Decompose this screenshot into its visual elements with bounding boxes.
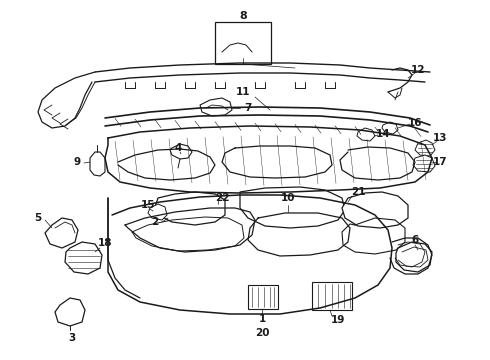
Polygon shape	[415, 140, 435, 156]
Text: 22: 22	[215, 193, 229, 203]
Text: 8: 8	[239, 11, 247, 21]
Text: 7: 7	[245, 103, 252, 113]
Text: 11: 11	[236, 87, 250, 97]
Text: 10: 10	[281, 193, 295, 203]
Polygon shape	[240, 187, 345, 228]
Text: 14: 14	[376, 129, 391, 139]
Text: 19: 19	[331, 315, 345, 325]
Bar	[248, 285, 278, 309]
Text: 15: 15	[141, 200, 155, 210]
Text: 6: 6	[412, 235, 418, 245]
Text: 18: 18	[98, 238, 112, 248]
Text: 12: 12	[411, 65, 425, 75]
Text: 13: 13	[433, 133, 447, 143]
Text: 2: 2	[151, 217, 159, 227]
Polygon shape	[342, 192, 408, 228]
Text: 17: 17	[433, 157, 447, 167]
Polygon shape	[357, 128, 375, 141]
Text: 16: 16	[408, 118, 422, 128]
Text: 1: 1	[258, 314, 266, 324]
Text: 5: 5	[34, 213, 42, 223]
Text: 21: 21	[351, 187, 365, 197]
Text: 4: 4	[174, 143, 182, 153]
Polygon shape	[382, 122, 398, 134]
Polygon shape	[413, 155, 435, 172]
Polygon shape	[155, 192, 225, 225]
Polygon shape	[148, 204, 167, 220]
Polygon shape	[90, 152, 105, 176]
Polygon shape	[170, 144, 192, 159]
Text: 20: 20	[255, 328, 269, 338]
Polygon shape	[45, 218, 78, 248]
Bar	[312, 282, 352, 310]
Polygon shape	[200, 98, 232, 116]
Text: 3: 3	[69, 333, 75, 343]
Polygon shape	[55, 298, 85, 326]
Text: 9: 9	[74, 157, 80, 167]
Polygon shape	[65, 242, 102, 274]
Bar	[215, 22, 271, 64]
Polygon shape	[396, 242, 432, 272]
